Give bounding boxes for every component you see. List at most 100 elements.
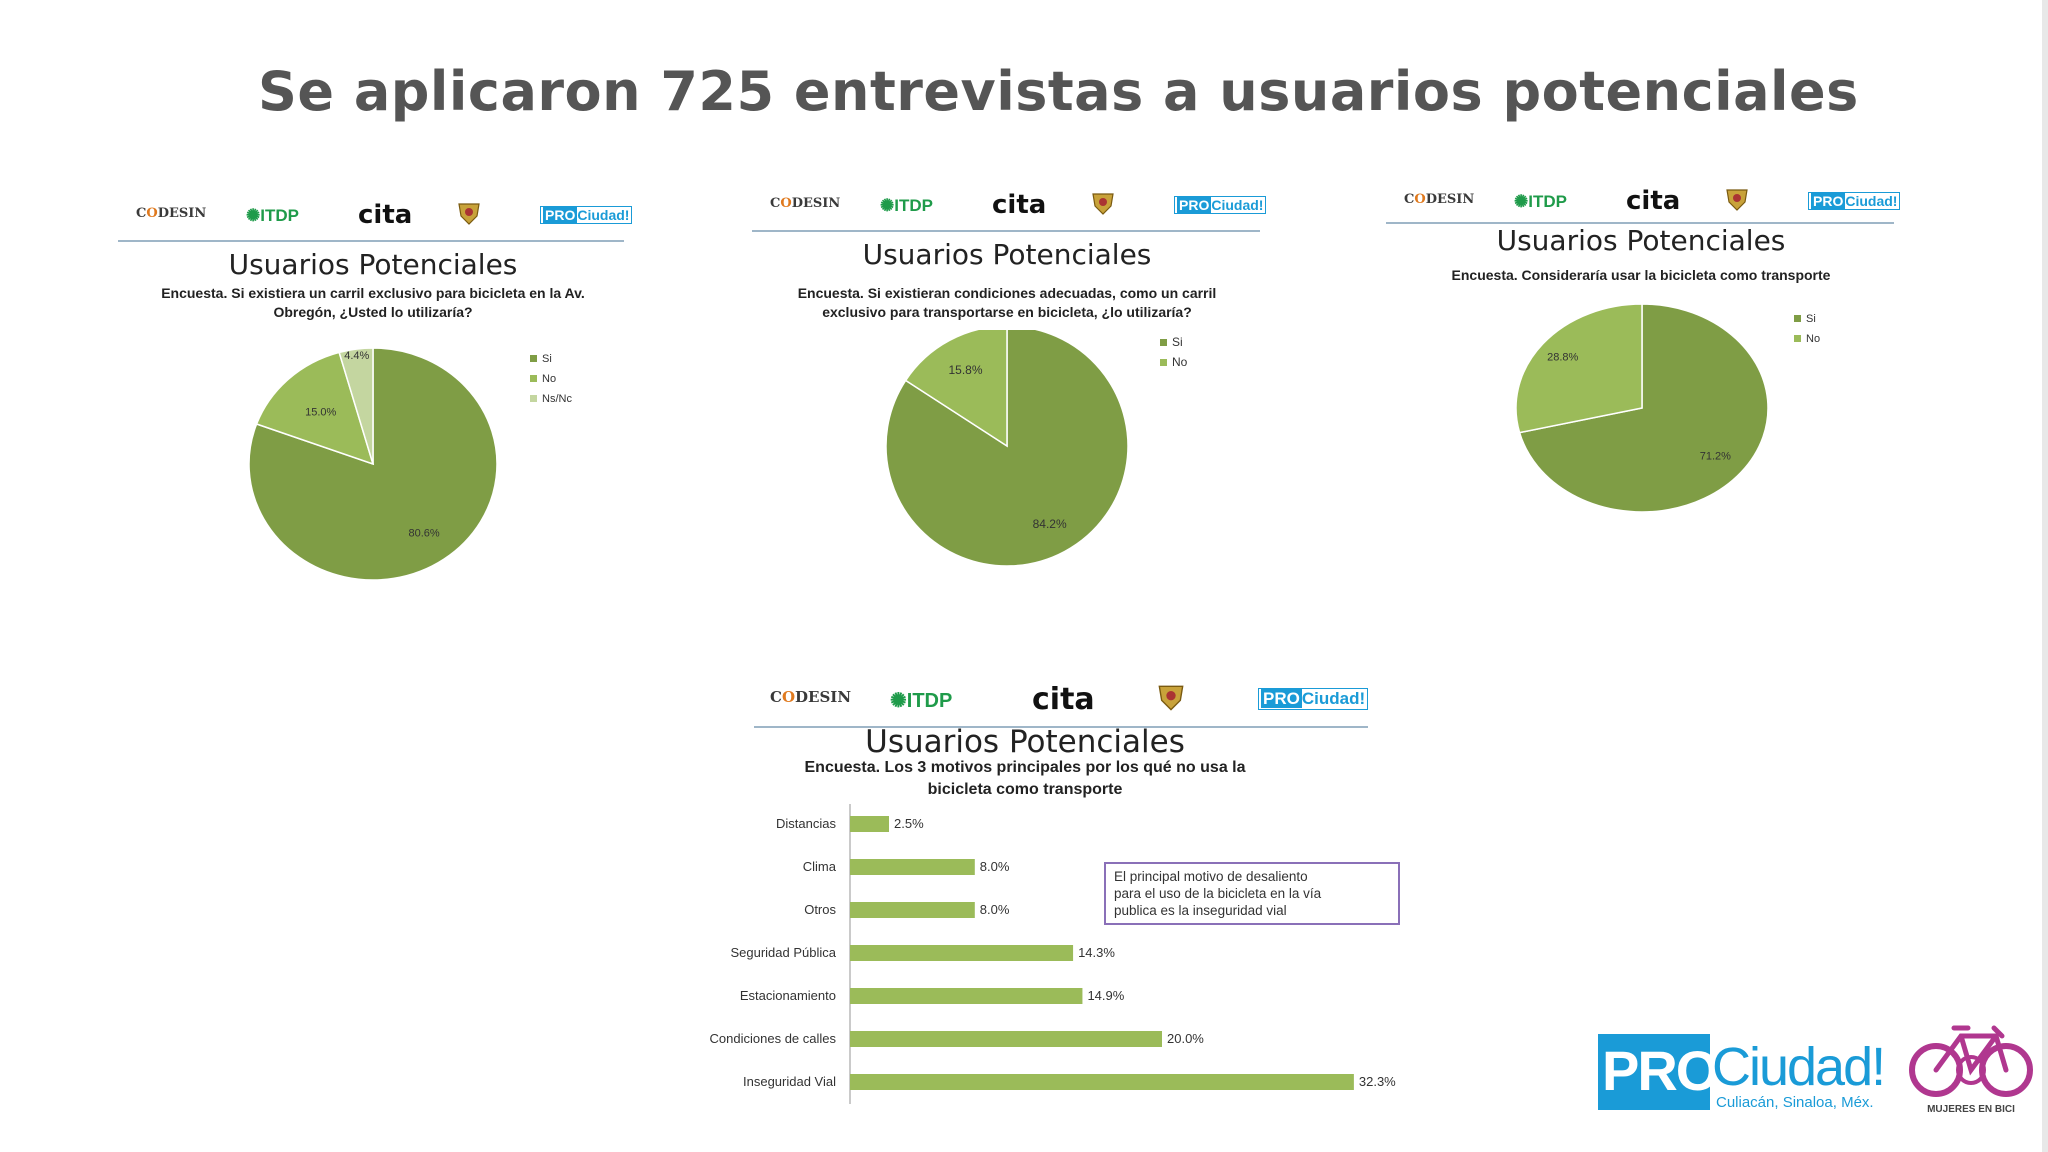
category-label: Estacionamiento xyxy=(740,988,836,1003)
place-text: Culiacán, Sinaloa, Méx. xyxy=(1716,1094,1874,1111)
bar xyxy=(850,859,975,875)
category-label: Condiciones de calles xyxy=(710,1031,837,1046)
legend-label: Si xyxy=(1172,335,1183,349)
bar-value-label: 20.0% xyxy=(1167,1031,1204,1046)
legend-label: No xyxy=(1172,355,1188,369)
legend-swatch xyxy=(1794,335,1801,342)
bar xyxy=(850,902,975,918)
chart-question: Encuesta. Si existiera un carril exclusi… xyxy=(161,285,585,320)
category-label: Otros xyxy=(804,902,836,917)
slide-title: Se aplicaron 725 entrevistas a usuarios … xyxy=(258,60,1859,123)
bar-value-label: 14.9% xyxy=(1087,988,1124,1003)
codesin-logo: CODESIN xyxy=(136,206,207,221)
itdp-logo: ✺ITDP xyxy=(880,196,933,215)
callout-note: El principal motivo de desaliento para e… xyxy=(1104,862,1400,925)
legend-swatch xyxy=(530,355,537,362)
bar-value-label: 8.0% xyxy=(980,902,1010,917)
prociudad-logo: PRO Ciudad! xyxy=(540,206,633,224)
shield-icon xyxy=(1092,193,1114,215)
pie-data-label: 28.8% xyxy=(1547,352,1578,364)
bar-chart: Distancias 2.5% Clima 8.0% Otros 8.0% Segurida… xyxy=(710,804,1396,1104)
logo-strip: CODESIN ✺ITDP cita PRO Ciudad! xyxy=(752,190,1267,230)
cita-logo: cita xyxy=(992,190,1047,220)
shield-icon xyxy=(1158,685,1184,711)
pie-chart: 71.2% Si 28.8% No xyxy=(1515,303,1820,513)
legend-label: Ns/Nc xyxy=(542,393,572,405)
legend-swatch xyxy=(1160,339,1167,346)
bar-value-label: 14.3% xyxy=(1078,945,1115,960)
chart-title: Usuarios Potenciales xyxy=(1496,224,1786,257)
pie-slice-no xyxy=(1515,303,1643,434)
header-rule xyxy=(118,240,624,242)
chart-question: Encuesta. Consideraría usar la bicicleta… xyxy=(1451,267,1831,283)
prociudad-brand-logo: PRO Ciudad! Culiacán, Sinaloa, Méx. xyxy=(1598,1034,1888,1111)
bici-caption: MUJERES EN BICI xyxy=(1927,1104,2015,1115)
ciudad-text: Ciudad! xyxy=(1712,1037,1886,1097)
pie-slice-si xyxy=(1518,303,1769,513)
itdp-logo: ✺ITDP xyxy=(890,690,953,712)
cita-logo: cita xyxy=(358,200,413,230)
pie-panel-1: CODESIN ✺ITDP cita PRO Ciudad! Usuarios P… xyxy=(118,200,633,590)
pie-slice-no xyxy=(904,330,1008,448)
bar xyxy=(850,816,889,832)
pie-slice-si xyxy=(885,330,1129,567)
bar xyxy=(850,1074,1354,1090)
category-label: Inseguridad Vial xyxy=(743,1074,836,1089)
itdp-logo: ✺ITDP xyxy=(246,206,299,225)
logo-strip: CODESIN ✺ITDP cita PRO Ciudad! xyxy=(118,200,633,240)
bar-panel: CODESIN ✺ITDP cita PRO Ciudad! Usuarios P… xyxy=(690,682,1450,1112)
bar xyxy=(850,988,1083,1004)
legend-swatch xyxy=(1794,315,1801,322)
pie-panel-2: CODESIN ✺ITDP cita PRO Ciudad! Usuarios P… xyxy=(752,190,1267,590)
chart-title: Usuarios Potenciales xyxy=(862,238,1152,271)
mujeres-en-bici-logo: MUJERES EN BICI xyxy=(1906,1022,2036,1122)
bar xyxy=(850,945,1074,961)
cita-logo: cita xyxy=(1032,682,1095,717)
slide-edge xyxy=(2042,0,2048,1152)
pie-panel-3: CODESIN ✺ITDP cita PRO Ciudad! Usuarios P… xyxy=(1386,186,1901,526)
logo-strip: CODESIN ✺ITDP cita PRO Ciudad! xyxy=(1386,186,1901,226)
prociudad-logo: PRO Ciudad! xyxy=(1174,196,1267,214)
bar xyxy=(850,1031,1162,1047)
chart-question: Encuesta. Los 3 motivos principales por … xyxy=(804,759,1246,798)
chart-title: Usuarios Potenciales xyxy=(228,248,518,281)
bar-value-label: 8.0% xyxy=(980,859,1010,874)
pie-chart: 80.6% Si 15.0% No 4.4% Ns/Nc xyxy=(248,347,572,581)
header-rule xyxy=(752,230,1260,232)
category-label: Clima xyxy=(803,859,837,874)
header-rule xyxy=(1386,222,1894,224)
pie-data-label: 80.6% xyxy=(409,527,440,539)
logo-strip: CODESIN ✺ITDP cita PRO Ciudad! xyxy=(750,682,1390,722)
bar-value-label: 2.5% xyxy=(894,816,924,831)
pie-slice-no xyxy=(255,351,375,466)
shield-icon xyxy=(1726,189,1748,211)
pro-block xyxy=(1598,1034,1710,1110)
legend-swatch xyxy=(1160,359,1167,366)
pie-slice-nsnc xyxy=(338,347,374,465)
prociudad-logo: PRO Ciudad! xyxy=(1258,688,1369,710)
chart-title: Usuarios Potenciales xyxy=(865,724,1185,760)
pie-data-label: 4.4% xyxy=(344,350,369,362)
pie-data-label: 84.2% xyxy=(1033,517,1067,531)
bar-value-label: 32.3% xyxy=(1359,1074,1396,1089)
pie-data-label: 15.8% xyxy=(948,363,982,377)
legend-label: No xyxy=(1806,333,1820,345)
bicycle-icon xyxy=(1909,1025,2033,1097)
legend-swatch xyxy=(530,375,537,382)
itdp-logo: ✺ITDP xyxy=(1514,192,1567,211)
pro-text: PRO xyxy=(1602,1039,1719,1102)
codesin-logo: CODESIN xyxy=(770,688,852,706)
cita-logo: cita xyxy=(1626,186,1681,216)
codesin-logo: CODESIN xyxy=(1404,192,1475,207)
chart-question: Encuesta. Si existieran condiciones adec… xyxy=(797,285,1217,320)
prociudad-logo: PRO Ciudad! xyxy=(1808,192,1901,210)
legend-label: Si xyxy=(1806,313,1816,325)
header-rule xyxy=(754,726,1368,728)
legend-label: No xyxy=(542,373,556,385)
pie-data-label: 71.2% xyxy=(1700,451,1731,463)
codesin-logo: CODESIN xyxy=(770,196,841,211)
pie-data-label: 15.0% xyxy=(305,406,336,418)
pie-chart: 84.2% Si 15.8% No xyxy=(885,330,1188,567)
legend-label: Si xyxy=(542,353,552,365)
category-label: Seguridad Pública xyxy=(730,945,836,960)
